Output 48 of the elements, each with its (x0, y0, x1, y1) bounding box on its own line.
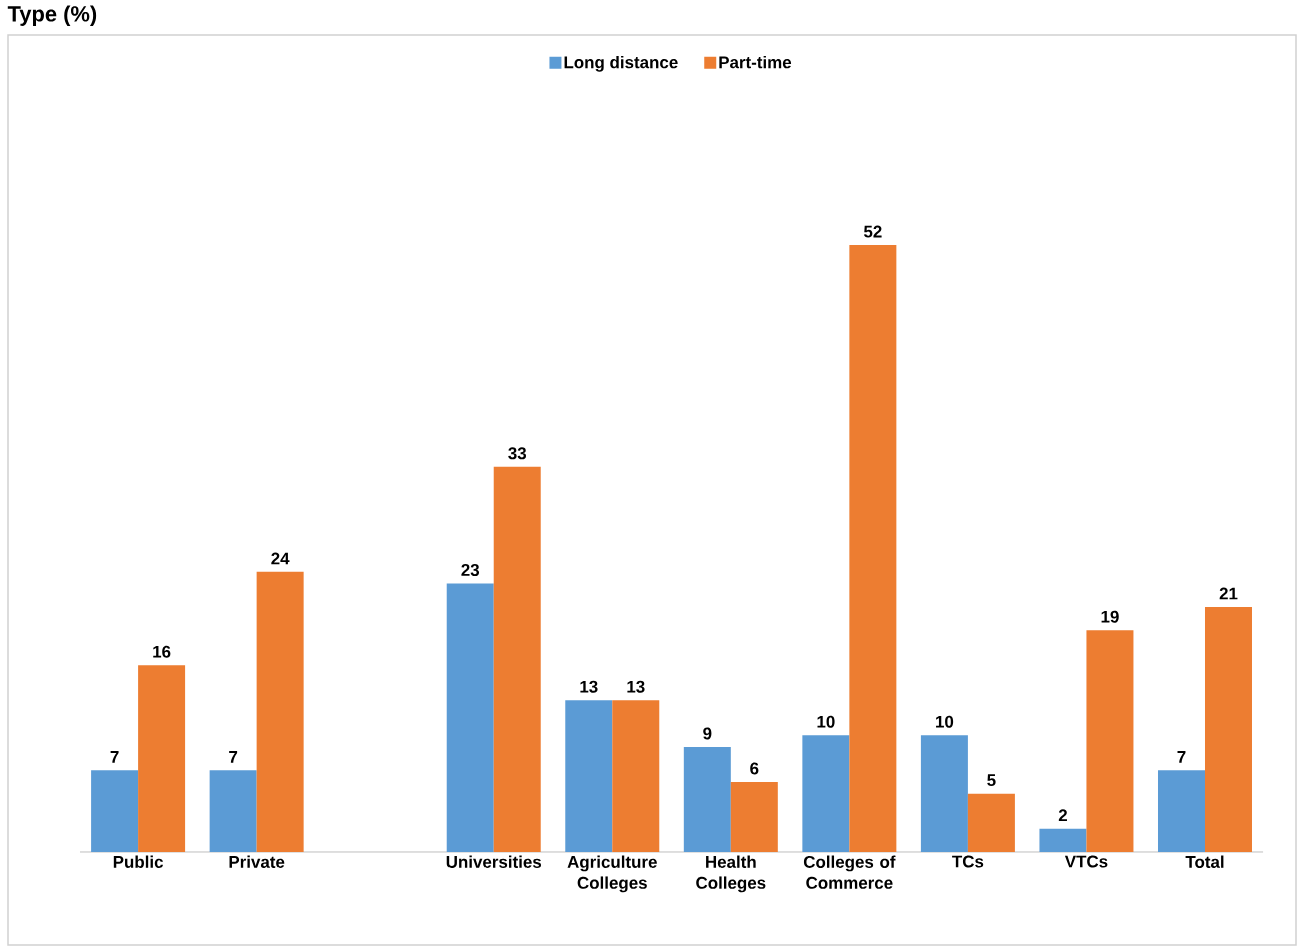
data-label: 7 (229, 751, 238, 763)
data-label: 13 (580, 680, 598, 693)
bar (91, 770, 139, 852)
bar (209, 770, 257, 852)
bar (256, 571, 304, 852)
chart-title: Type (%) (7, 5, 97, 26)
bar (138, 665, 186, 852)
bar (967, 793, 1015, 852)
x-tick-label: Colleges of Commerce (803, 855, 896, 889)
bar (612, 700, 660, 852)
bar (683, 746, 731, 852)
data-label: 33 (508, 447, 527, 460)
data-label: 6 (750, 762, 759, 775)
legend-label: Long distance (564, 55, 678, 72)
bar (920, 735, 968, 852)
bar (730, 781, 778, 852)
bar (1157, 770, 1205, 852)
legend-label: Part-time (719, 55, 792, 69)
data-label: 10 (936, 715, 954, 728)
x-tick-label: Universities (446, 855, 542, 868)
x-tick-label: Health Colleges (696, 855, 766, 893)
x-tick-label: Private (229, 855, 285, 868)
data-label: 9 (703, 727, 712, 740)
bar (1086, 630, 1134, 852)
bar (802, 735, 850, 852)
bar (446, 583, 494, 852)
bar (1039, 828, 1087, 852)
data-label: 2 (1058, 809, 1067, 822)
data-label: 24 (271, 552, 290, 565)
x-tick-label: VTCs (1064, 855, 1108, 868)
bar (849, 245, 897, 852)
data-label: 7 (110, 751, 119, 763)
data-label: 19 (1101, 610, 1119, 623)
data-label: 21 (1219, 587, 1238, 600)
x-tick-label: TCs (952, 855, 984, 868)
x-tick-label: Total (1185, 855, 1224, 868)
data-label: 52 (863, 225, 882, 238)
data-label: 5 (987, 774, 996, 787)
data-label: 10 (817, 715, 835, 728)
data-label: 13 (627, 680, 645, 693)
bar (1204, 606, 1252, 852)
x-tick-label: Agriculture Colleges (567, 855, 657, 893)
bar (493, 466, 541, 852)
bar (565, 700, 613, 852)
data-label: 16 (153, 645, 171, 658)
data-label: 23 (461, 564, 480, 577)
data-label: 7 (1177, 751, 1186, 763)
x-tick-label: Public (113, 855, 164, 868)
